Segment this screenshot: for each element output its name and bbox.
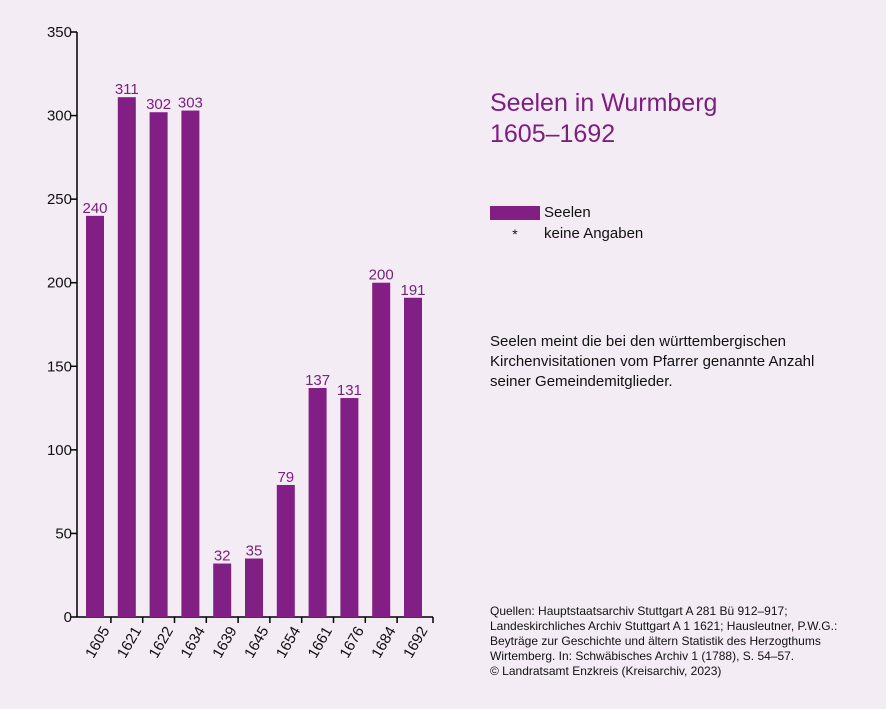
legend-swatch-seelen: [490, 205, 540, 220]
legend-asterisk: *: [512, 225, 518, 242]
chart-title-line-1: Seelen in Wurmberg: [490, 89, 718, 117]
data-label-1639: 32: [214, 548, 231, 565]
data-label-1676: 131: [337, 382, 362, 399]
sources: Quellen: Hauptstaatsarchiv Stuttgart A 2…: [490, 604, 880, 679]
data-label-1634: 303: [178, 95, 203, 112]
bar-1676: [340, 398, 359, 617]
y-tick-label: 250: [47, 191, 72, 208]
y-tick-label: 50: [55, 525, 72, 542]
x-tick-label-1639: 1639: [209, 624, 240, 661]
y-tick-label: 150: [47, 358, 72, 375]
x-tick-label-1621: 1621: [114, 624, 145, 661]
chart-title: Seelen in Wurmberg 1605–1692: [490, 88, 717, 150]
data-label-1654: 79: [277, 469, 294, 486]
bar-1605: [86, 215, 104, 617]
source-line: Beyträge zur Geschichte und ältern Stati…: [490, 634, 821, 648]
x-tick-label-1684: 1684: [368, 624, 399, 661]
data-label-1622: 302: [146, 96, 171, 113]
data-label-1661: 137: [305, 372, 330, 389]
data-label-1645: 35: [246, 543, 263, 560]
bar-1684: [372, 282, 391, 617]
data-label-1605: 240: [82, 200, 107, 217]
chart-title-line-2: 1605–1692: [490, 120, 616, 148]
x-tick-label-1692: 1692: [400, 624, 431, 661]
legend-item-seelen: Seelen: [490, 202, 643, 223]
bar-1622: [149, 112, 168, 617]
x-tick-label-1661: 1661: [305, 624, 336, 661]
y-tick-label: 300: [47, 108, 72, 125]
x-tick-label-1676: 1676: [336, 624, 367, 661]
legend: Seelen * keine Angaben: [490, 202, 643, 244]
source-line: Quellen: Hauptstaatsarchiv Stuttgart A 2…: [490, 604, 788, 618]
bar-1639: [213, 563, 232, 617]
legend-label-no-data: keine Angaben: [544, 225, 644, 242]
data-label-1692: 191: [400, 282, 425, 299]
bar-1661: [308, 388, 327, 617]
source-line: Wirtemberg. In: Schwäbisches Archiv 1 (1…: [490, 649, 795, 663]
bar-1645: [245, 558, 263, 617]
x-tick-label-1622: 1622: [146, 624, 177, 661]
y-tick-label: 0: [64, 609, 72, 626]
y-tick-label: 200: [47, 275, 72, 292]
bar-1654: [276, 484, 295, 617]
x-tick-label-1654: 1654: [273, 624, 304, 661]
x-tick-label-1634: 1634: [177, 624, 208, 661]
y-tick-label: 350: [47, 24, 72, 41]
source-line: Landeskirchliches Archiv Stuttgart A 1 1…: [490, 619, 838, 633]
x-tick-label-1605: 1605: [82, 624, 113, 661]
x-tick-label-1645: 1645: [241, 624, 272, 661]
y-tick-label: 100: [47, 442, 72, 459]
data-label-1621: 311: [115, 81, 139, 98]
bar-1621: [117, 97, 136, 617]
bar-1692: [404, 297, 422, 617]
copyright-line: © Landratsamt Enzkreis (Kreisarchiv, 202…: [490, 664, 722, 678]
bar-1634: [181, 110, 200, 618]
data-label-1684: 200: [369, 267, 394, 284]
definition-note: Seelen meint die bei den württembergisch…: [490, 333, 815, 390]
bar-chart: 0 50 100 150 200 250 300 350 240 1605 311 1621 302 16…: [47, 24, 434, 661]
legend-item-no-data: * keine Angaben: [490, 223, 643, 244]
legend-label-seelen: Seelen: [544, 204, 591, 221]
